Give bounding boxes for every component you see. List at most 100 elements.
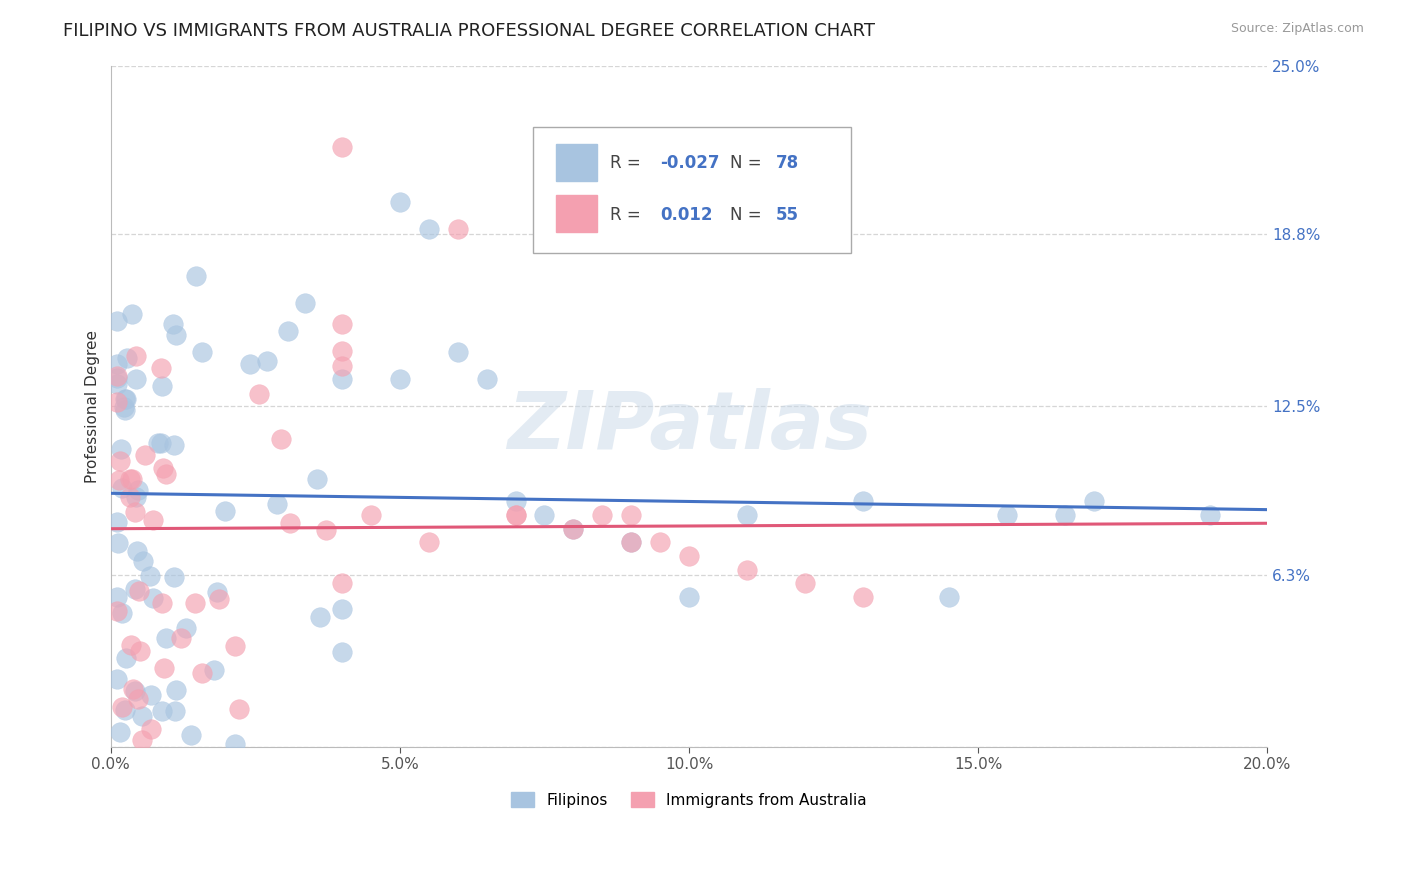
Point <box>120 638 142 652</box>
Point <box>294 296 316 310</box>
Point <box>533 508 555 522</box>
Point <box>277 324 299 338</box>
Point <box>735 508 758 522</box>
Point <box>447 344 470 359</box>
Point <box>505 508 527 522</box>
Point <box>114 392 136 406</box>
Point <box>505 494 527 508</box>
Point <box>1083 494 1105 508</box>
Point <box>224 640 246 654</box>
Point <box>256 354 278 368</box>
Point <box>114 703 136 717</box>
Point <box>1372 713 1395 727</box>
Point <box>174 621 197 635</box>
Point <box>110 442 132 457</box>
Point <box>330 601 353 615</box>
Point <box>852 590 875 604</box>
Point <box>163 569 186 583</box>
FancyBboxPatch shape <box>555 195 596 233</box>
Point <box>114 402 136 417</box>
Point <box>105 371 128 385</box>
Point <box>202 663 225 677</box>
Point <box>330 359 353 374</box>
Point <box>707 222 730 236</box>
Point <box>266 497 288 511</box>
Point <box>112 400 135 414</box>
Legend: Filipinos, Immigrants from Australia: Filipinos, Immigrants from Australia <box>505 786 873 814</box>
Point <box>125 349 148 363</box>
Point <box>131 709 153 723</box>
Point <box>165 328 187 343</box>
Point <box>149 435 172 450</box>
Point <box>125 544 148 558</box>
Point <box>107 536 129 550</box>
Point <box>127 691 149 706</box>
Point <box>620 535 643 549</box>
Point <box>191 344 214 359</box>
Text: R =: R = <box>610 206 647 225</box>
Point <box>152 461 174 475</box>
Point <box>150 704 173 718</box>
Text: 78: 78 <box>776 154 799 172</box>
Point <box>117 351 139 365</box>
Point <box>995 508 1018 522</box>
Point <box>330 344 353 359</box>
Point <box>330 372 353 386</box>
Point <box>852 494 875 508</box>
FancyBboxPatch shape <box>533 127 851 253</box>
Point <box>1053 508 1076 522</box>
Point <box>127 483 149 497</box>
Point <box>129 644 152 658</box>
Point <box>105 590 128 604</box>
Point <box>620 535 643 549</box>
Point <box>938 590 960 604</box>
Point <box>330 645 353 659</box>
Point <box>224 737 246 751</box>
Point <box>118 490 141 504</box>
Point <box>388 194 411 209</box>
Point <box>270 432 292 446</box>
Point <box>105 673 128 687</box>
Point <box>105 515 128 529</box>
Point <box>121 307 143 321</box>
Point <box>146 436 169 450</box>
Y-axis label: Professional Degree: Professional Degree <box>86 330 100 483</box>
Point <box>111 606 134 620</box>
Point <box>108 473 131 487</box>
Point <box>330 140 353 154</box>
Point <box>108 724 131 739</box>
Point <box>505 508 527 522</box>
Point <box>330 318 353 332</box>
Point <box>180 727 202 741</box>
Point <box>239 357 262 371</box>
Text: N =: N = <box>730 206 766 225</box>
Point <box>124 582 146 596</box>
Point <box>162 317 184 331</box>
Point <box>125 491 148 505</box>
Point <box>153 661 176 675</box>
Point <box>155 631 177 645</box>
Text: Source: ZipAtlas.com: Source: ZipAtlas.com <box>1230 22 1364 36</box>
Point <box>562 522 585 536</box>
Point <box>247 387 270 401</box>
Point <box>214 504 236 518</box>
Point <box>128 584 150 599</box>
Point <box>150 379 173 393</box>
Point <box>330 576 353 591</box>
Point <box>115 392 138 406</box>
FancyBboxPatch shape <box>555 144 596 181</box>
Point <box>105 604 128 618</box>
Point <box>124 684 146 698</box>
Point <box>125 372 148 386</box>
Point <box>191 666 214 681</box>
Point <box>278 516 301 530</box>
Point <box>307 472 329 486</box>
Point <box>207 592 229 607</box>
Point <box>315 524 337 538</box>
Point <box>132 554 155 568</box>
Point <box>475 372 498 386</box>
Text: N =: N = <box>730 154 766 172</box>
Point <box>139 688 162 702</box>
Point <box>121 472 143 486</box>
Point <box>678 590 700 604</box>
